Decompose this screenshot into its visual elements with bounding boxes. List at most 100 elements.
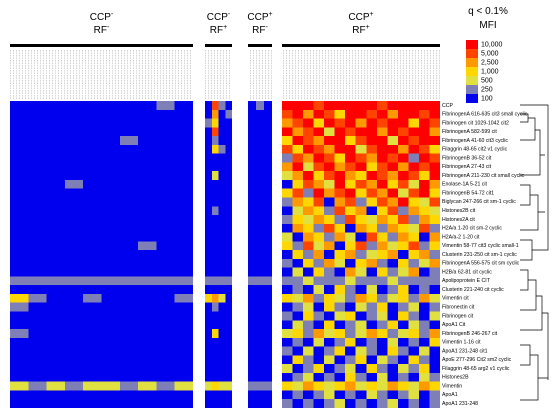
heat-cell: [119, 346, 139, 356]
heat-cell: [376, 215, 388, 224]
heat-cell: [46, 179, 65, 189]
heat-cell: [174, 390, 194, 400]
heat-cell: [256, 285, 265, 295]
heat-cell: [376, 109, 388, 119]
heat-cell: [292, 399, 304, 409]
heat-cell: [366, 197, 377, 207]
heat-cell: [83, 399, 102, 409]
heat-cell: [366, 232, 377, 242]
heat-cell: [174, 258, 194, 268]
heat-cell: [324, 346, 335, 356]
heat-cell: [429, 320, 441, 330]
heat-cell: [101, 364, 120, 373]
heat-cell: [248, 250, 257, 259]
heat-cell: [313, 232, 325, 242]
heat-cell: [211, 337, 219, 347]
heat-cell: [83, 293, 102, 303]
heat-cell: [28, 197, 47, 207]
heat-cell: [408, 390, 419, 400]
heat-cell: [418, 346, 430, 356]
heat-cell: [248, 399, 257, 409]
heat-cell: [256, 118, 265, 128]
heat-cell: [248, 232, 257, 242]
heat-cell: [10, 118, 29, 128]
heat-cell: [303, 153, 314, 163]
group-label-ccp: CCP-: [207, 11, 231, 23]
heat-cell: [366, 399, 377, 409]
heat-cell: [355, 399, 367, 409]
group-rf: RF: [352, 25, 365, 36]
heat-cell: [205, 320, 212, 330]
heat-cell: [292, 179, 304, 189]
heat-cell: [10, 179, 29, 189]
heat-cell: [397, 276, 409, 286]
heat-cell: [225, 381, 233, 391]
heat-cell: [174, 127, 194, 137]
heat-cell: [334, 188, 346, 198]
heat-cell: [408, 162, 419, 172]
heat-cell: [387, 215, 398, 224]
heat-cell: [256, 206, 265, 216]
heat-cell: [313, 381, 325, 391]
heat-cell: [387, 144, 398, 154]
heat-cell: [138, 311, 157, 321]
heat-cell: [174, 399, 194, 409]
heat-cell: [218, 127, 226, 137]
heat-cell: [10, 381, 29, 391]
heat-cell: [211, 276, 219, 286]
heat-cell: [397, 372, 409, 382]
heat-cell: [138, 276, 157, 286]
heat-cell: [282, 381, 293, 391]
group-ccp: CCP: [90, 12, 111, 23]
heat-cell: [376, 311, 388, 321]
row-label: FibrinogenB 246-267 cit: [442, 331, 498, 337]
heat-cell: [101, 232, 120, 242]
heat-cell: [205, 346, 212, 356]
heat-cell: [119, 101, 139, 110]
heat-cell: [256, 320, 265, 330]
heat-cell: [429, 381, 441, 391]
heat-cell: [174, 206, 194, 216]
heat-cell: [174, 223, 194, 233]
heat-cell: [324, 232, 335, 242]
heat-cell: [28, 250, 47, 259]
heat-cell: [174, 250, 194, 259]
heat-cell: [156, 144, 175, 154]
heat-cell: [225, 258, 233, 268]
group-rf-sign: -: [266, 24, 269, 31]
row-label: Fibronectin cit: [442, 305, 475, 311]
heat-cell: [345, 223, 356, 233]
heat-cell: [313, 136, 325, 145]
heat-cell: [376, 258, 388, 268]
heat-cell: [345, 329, 356, 338]
heat-cell: [64, 136, 84, 145]
heat-cell: [28, 381, 47, 391]
heat-cell: [376, 241, 388, 251]
heat-cell: [119, 311, 139, 321]
heat-cell: [28, 162, 47, 172]
heat-cell: [397, 153, 409, 163]
heat-cell: [218, 171, 226, 180]
heat-cell: [248, 337, 257, 347]
heat-cell: [292, 346, 304, 356]
heat-cell: [303, 337, 314, 347]
heat-cell: [101, 293, 120, 303]
heat-cell: [64, 250, 84, 259]
heat-cell: [303, 364, 314, 373]
row-label: ApoA1 231-248 cit1: [442, 348, 488, 354]
heat-cell: [418, 144, 430, 154]
heat-cell: [10, 320, 29, 330]
heat-cell: [225, 267, 233, 277]
heat-cell: [264, 311, 273, 321]
heat-cell: [83, 346, 102, 356]
heat-cell: [211, 311, 219, 321]
heat-cell: [248, 276, 257, 286]
heat-cell: [387, 355, 398, 365]
heat-cell: [282, 127, 293, 137]
heat-cell: [225, 206, 233, 216]
heat-cell: [28, 346, 47, 356]
heat-cell: [292, 355, 304, 365]
heat-cell: [334, 372, 346, 382]
heat-cell: [218, 364, 226, 373]
